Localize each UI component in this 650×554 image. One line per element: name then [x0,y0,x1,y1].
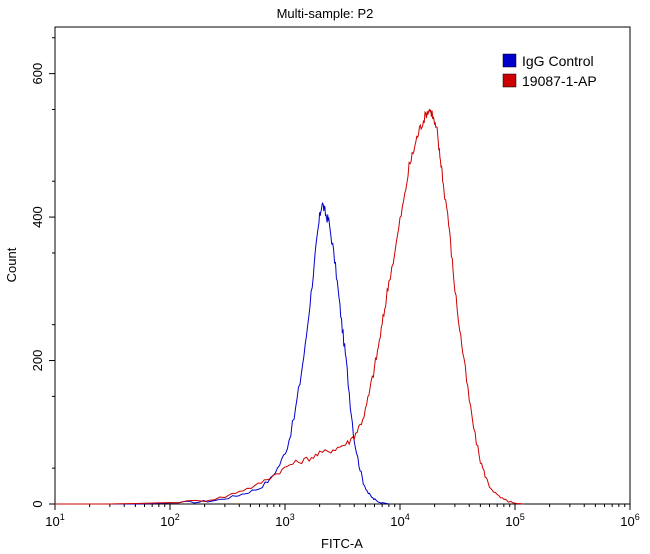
x-tick-exponent: 3 [290,512,295,522]
x-tick-label: 101 [45,512,64,529]
x-tick-base: 10 [390,514,404,529]
y-axis-label: Count [4,247,19,282]
chart-title: Multi-sample: P2 [277,6,374,21]
legend-swatch [502,53,517,68]
y-tick-label: 600 [30,63,45,85]
y-axis: 0 200 400 600 [30,37,55,508]
x-tick-exponent: 4 [405,512,410,522]
plot-area [54,26,631,505]
x-tick-label: 106 [620,512,639,529]
x-tick-base: 10 [505,514,519,529]
x-tick-base: 10 [275,514,289,529]
x-tick-exponent: 5 [520,512,525,522]
x-axis-label: FITC-A [321,536,363,551]
x-tick-label: 105 [505,512,524,529]
x-tick-label: 102 [160,512,179,529]
x-axis: 101 102 103 104 105 106 [45,504,640,529]
series-line-1 [55,108,525,505]
legend-label: IgG Control [522,53,594,69]
series-lines [55,108,525,505]
y-tick-label: 200 [30,350,45,372]
x-tick-label: 103 [275,512,294,529]
y-tick-label: 400 [30,206,45,228]
x-tick-label: 104 [390,512,409,529]
x-tick-exponent: 1 [60,512,65,522]
x-tick-base: 10 [160,514,174,529]
x-tick-exponent: 6 [635,512,640,522]
legend-swatch [502,73,517,88]
legend: IgG Control 19087-1-AP [502,53,597,89]
x-tick-base: 10 [45,514,59,529]
y-tick-label: 0 [30,500,45,507]
x-tick-base: 10 [620,514,634,529]
legend-label: 19087-1-AP [522,73,597,89]
x-tick-exponent: 2 [175,512,180,522]
series-line-0 [109,202,390,505]
